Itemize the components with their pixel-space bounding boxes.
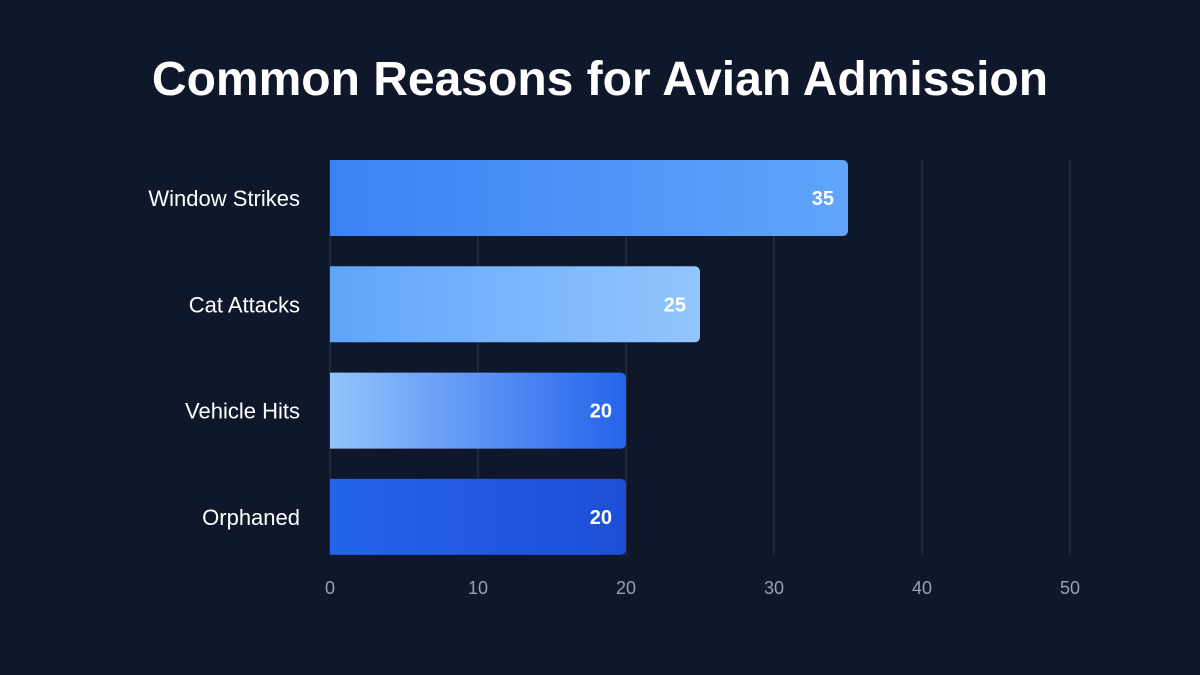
bar — [330, 372, 626, 449]
data-label: 20 — [590, 401, 612, 423]
x-tick-label: 50 — [1060, 578, 1080, 598]
bar — [330, 266, 700, 343]
bar — [330, 478, 626, 555]
data-label: 20 — [590, 507, 612, 529]
x-tick-label: 10 — [468, 578, 488, 598]
x-tick-label: 0 — [325, 578, 335, 598]
y-category-label: Orphaned — [202, 505, 300, 530]
y-category-label: Vehicle Hits — [185, 399, 300, 424]
x-tick-label: 20 — [616, 578, 636, 598]
bar — [330, 160, 848, 236]
data-label: 25 — [664, 294, 686, 316]
x-tick-label: 40 — [912, 578, 932, 598]
data-label: 35 — [812, 188, 834, 210]
x-tick-label: 30 — [764, 578, 784, 598]
y-category-label: Window Strikes — [148, 186, 300, 211]
chart-title: Common Reasons for Avian Admission — [151, 53, 1049, 106]
y-category-label: Cat Attacks — [189, 292, 300, 317]
